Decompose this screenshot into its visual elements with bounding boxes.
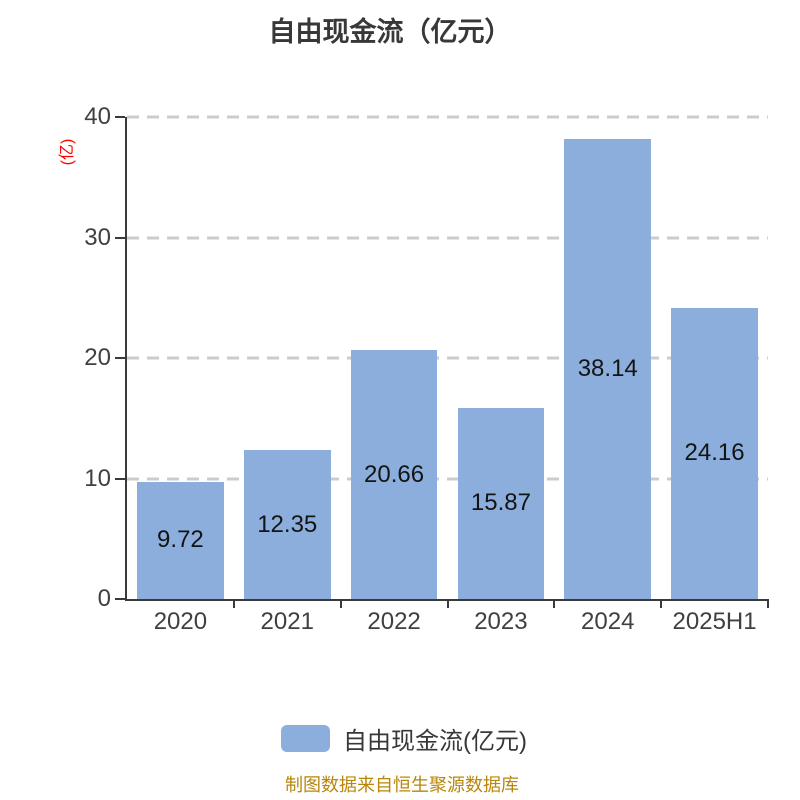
x-axis-tick-6 [767,599,769,608]
y-axis-tick-10 [115,477,125,480]
y-axis-tick-0 [115,598,125,600]
y-tick-label-0: 0 [97,585,111,612]
bar-value-label-2024: 38.14 [577,355,638,383]
legend-swatch [281,725,331,752]
x-axis-tick-2 [339,599,342,608]
gridline-y-30 [127,236,768,239]
y-tick-label-20: 20 [84,344,111,371]
x-tick-label-2024: 2024 [581,608,635,635]
bar-2025H1: 24.16 [671,307,758,599]
x-tick-label-2022: 2022 [367,608,421,635]
plot-area: 0 10 20 30 40 9.72 12.35 20.66 15.87 38.14 24.16 20… [84,103,769,635]
bar-2024: 38.14 [564,139,651,599]
bar-value-label-2020: 9.72 [157,526,204,554]
bar-value-label-2022: 20.66 [364,460,425,488]
bar-2020: 9.72 [137,481,224,599]
y-axis-label: (亿) [59,138,76,166]
x-axis-tick-1 [232,599,235,608]
x-tick-label-2020: 2020 [153,608,208,635]
chart-title: 自由现金流（亿元） [268,17,512,47]
y-tick-label-40: 40 [84,103,111,130]
legend: 自由现金流(亿元) [281,721,527,756]
bar-value-label-2021: 12.35 [257,510,318,538]
legend-label: 自由现金流(亿元) [343,728,527,755]
y-axis-tick-20 [115,357,125,359]
x-axis-tick-4 [553,599,556,608]
data-source-note: 制图数据来自恒生聚源数据库 [285,775,519,795]
bar-2022: 20.66 [350,350,438,599]
x-axis-tick-5 [660,599,663,608]
x-axis-tick-3 [446,599,449,608]
gridline-y-10 [127,477,768,480]
y-tick-label-10: 10 [84,464,111,492]
y-tick-label-30: 30 [84,223,111,251]
y-axis-tick-30 [115,236,125,239]
x-tick-label-2021: 2021 [260,608,314,635]
y-axis-tick-40 [115,116,125,118]
gridline-y-40 [127,115,768,119]
bar-value-label-2023: 15.87 [470,489,531,517]
x-tick-label-2025H1: 2025H1 [672,608,757,635]
x-tick-label-2023: 2023 [474,608,528,635]
bar-value-label-2025H1: 24.16 [684,439,745,467]
bar-2021: 12.35 [243,450,331,599]
gridline-y-20 [127,356,768,360]
bar-2023: 15.87 [457,407,545,599]
